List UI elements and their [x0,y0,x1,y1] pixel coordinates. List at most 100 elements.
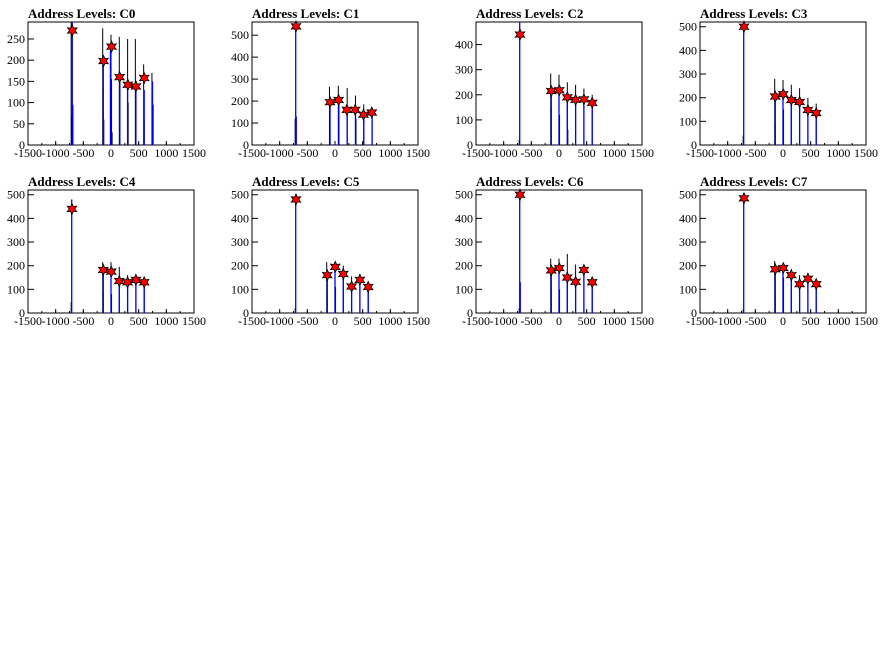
x-tick-label: -1500 [686,314,714,328]
y-tick-label: 100 [7,282,25,296]
x-tick-label: 1500 [854,146,878,160]
chart-panel-7: Address Levels: C70100200300400500-1500-… [679,174,878,328]
y-tick-label: 300 [455,63,473,77]
peak-marker [810,277,822,291]
panel-title: Address Levels: C1 [252,6,359,21]
x-tick-label: 1000 [602,146,626,160]
panel-title: Address Levels: C5 [252,174,360,189]
x-tick-label: -1000 [42,146,70,160]
panel-title: Address Levels: C6 [476,174,584,189]
y-tick-label: 500 [231,188,249,202]
y-tick-label: 0 [243,138,249,152]
y-tick-label: 400 [231,50,249,64]
x-tick-label: 1000 [826,146,850,160]
x-tick-label: 500 [354,314,372,328]
peak-marker [366,106,378,119]
y-tick-label: 300 [231,72,249,86]
y-tick-label: 500 [679,188,697,202]
x-tick-label: 1500 [854,314,878,328]
peak-marker [349,103,361,117]
peak-marker [138,275,150,289]
x-tick-label: -1500 [238,314,266,328]
y-tick-label: 300 [7,235,25,249]
x-tick-label: 500 [130,146,148,160]
peak-marker [97,263,109,277]
peak-marker [66,24,78,37]
peak-marker [105,265,117,279]
y-tick-label: 200 [231,94,249,108]
peak-marker [570,275,582,289]
panel-title: Address Levels: C2 [476,6,583,21]
x-tick-label: -1000 [714,146,742,160]
y-tick-label: 100 [455,113,473,127]
x-tick-label: -500 [72,146,94,160]
y-tick-label: 250 [7,32,25,46]
y-tick-label: 100 [679,114,697,128]
peak-marker [290,192,302,206]
x-tick-label: 500 [578,146,596,160]
peak-marker [346,280,358,293]
x-tick-label: 0 [556,146,562,160]
x-tick-label: -1000 [42,314,70,328]
peak-marker [105,40,118,54]
y-tick-label: 200 [679,259,697,273]
peak-marker [777,261,789,275]
peak-marker [578,92,590,106]
y-tick-label: 0 [19,138,25,152]
chart-panel-6: Address Levels: C60100200300400500-1500-… [455,174,654,328]
y-tick-label: 0 [467,306,473,320]
peak-marker [138,71,150,85]
y-tick-label: 100 [455,282,473,296]
peak-marker [362,280,374,294]
chart-panel-5: Address Levels: C50100200300400500-1500-… [231,174,430,328]
x-tick-label: -500 [744,314,766,328]
x-tick-label: 500 [802,314,820,328]
panel-title: Address Levels: C4 [28,174,136,189]
y-tick-label: 300 [455,235,473,249]
peak-marker [130,80,142,93]
peak-marker [785,268,797,282]
peak-marker [777,87,789,101]
x-tick-label: 1000 [154,146,178,160]
x-tick-label: -1000 [490,146,518,160]
x-tick-label: 500 [130,314,148,328]
y-tick-label: 200 [455,88,473,102]
peak-marker [321,268,333,282]
peak-marker [290,19,302,33]
x-tick-label: 1500 [630,314,654,328]
x-tick-label: -1000 [714,314,742,328]
plot-frame [251,21,419,146]
peak-marker [514,28,526,42]
y-tick-label: 0 [467,138,473,152]
peak-marker [332,93,345,107]
x-tick-label: 0 [108,314,114,328]
peak-marker [586,275,598,289]
x-tick-label: 0 [332,146,338,160]
peak-marker [113,274,125,288]
y-tick-label: 100 [679,282,697,296]
y-tick-label: 200 [679,91,697,105]
y-tick-label: 200 [455,259,473,273]
x-tick-label: 1000 [602,314,626,328]
x-tick-label: 1500 [182,146,206,160]
peak-marker [553,261,565,275]
chart-panel-3: Address Levels: C30100200300400500-1500-… [679,6,878,160]
x-tick-label: 500 [354,146,372,160]
x-tick-label: 1500 [630,146,654,160]
peak-marker [341,103,353,117]
y-tick-label: 0 [19,306,25,320]
chart-panel-0: Address Levels: C0 0 50 100 150 200 250 -1500 -1… [7,6,206,160]
x-tick-label: 0 [108,146,114,160]
y-tick-label: 100 [231,116,249,130]
x-tick-label: 1500 [406,314,430,328]
peak-marker [802,103,814,117]
y-tick-label: 400 [7,211,25,225]
y-tick-label: 200 [7,53,25,67]
x-tick-label: 0 [780,146,786,160]
y-tick-label: 150 [7,74,25,88]
peak-marker [113,70,126,84]
x-tick-label: 1000 [378,146,402,160]
peak-marker [578,263,590,277]
peak-marker [66,202,78,216]
